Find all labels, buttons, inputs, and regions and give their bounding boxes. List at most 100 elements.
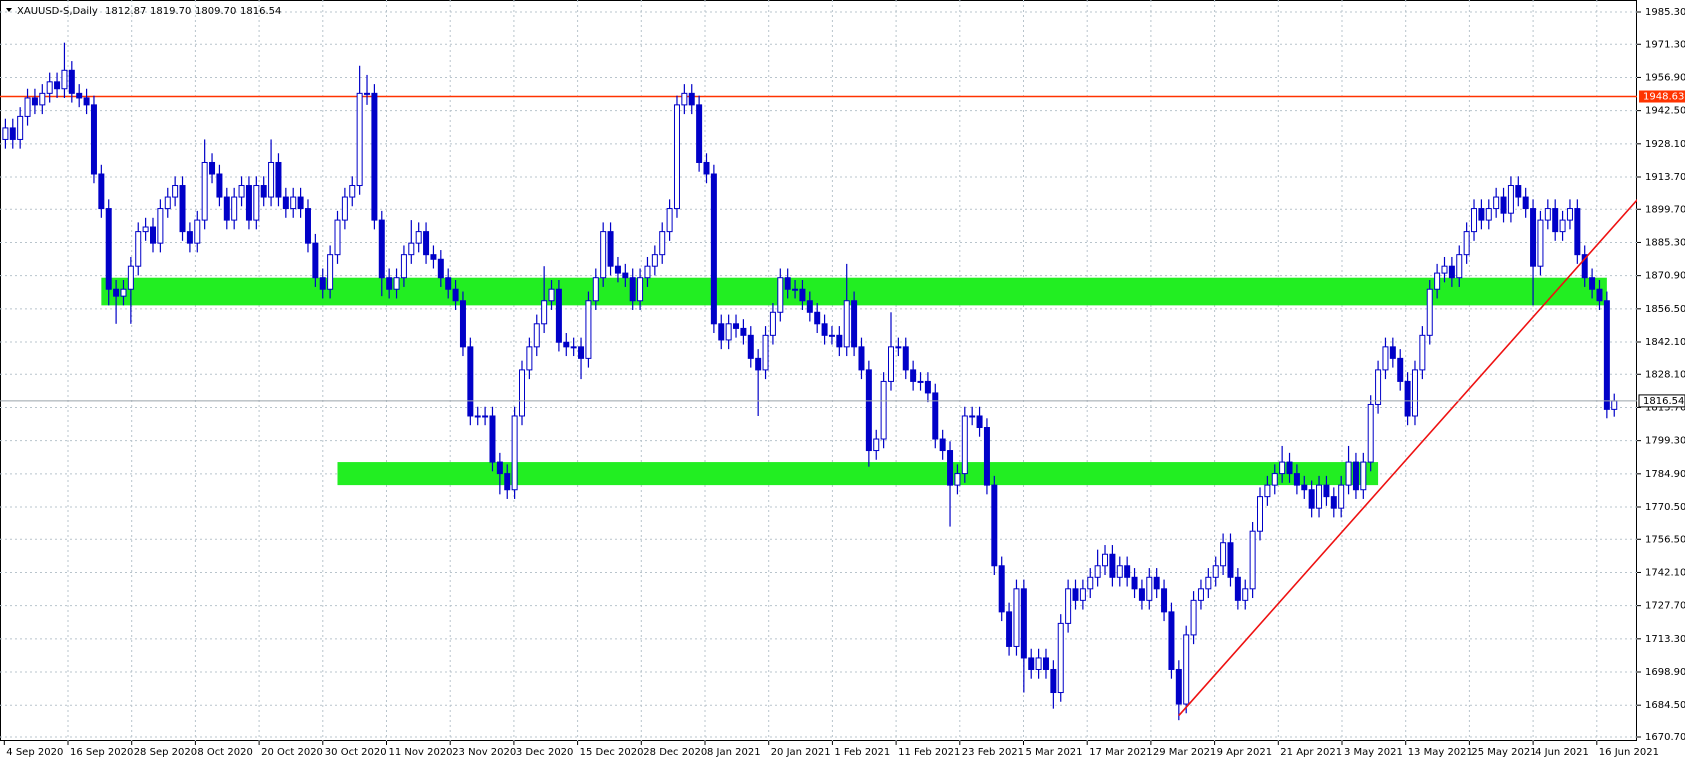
candle-body xyxy=(1242,588,1249,601)
candle-body xyxy=(98,173,105,210)
x-tick-label: 16 Jun 2021 xyxy=(1599,747,1659,758)
candle-body xyxy=(1286,461,1293,475)
candle-body xyxy=(1404,380,1411,417)
candle-body xyxy=(157,208,164,244)
candle-body xyxy=(747,334,754,359)
candle-body xyxy=(1264,484,1271,498)
y-tick-label: 1799.30 xyxy=(1645,436,1685,447)
candle-body xyxy=(703,161,710,175)
grid xyxy=(0,0,1637,741)
y-tick-label: 1956.90 xyxy=(1645,72,1685,83)
candle-body xyxy=(880,380,887,440)
candle-body xyxy=(533,323,540,348)
candle-body xyxy=(1338,484,1345,509)
candle-body xyxy=(31,97,38,106)
candle-body xyxy=(888,346,894,382)
y-tick-label: 1985.30 xyxy=(1645,7,1685,18)
candle-body xyxy=(865,369,872,452)
candle-body xyxy=(1227,542,1234,578)
candle-body xyxy=(1397,357,1404,382)
candle-body xyxy=(179,185,186,233)
candle-body xyxy=(1109,553,1116,578)
x-tick-label: 15 Dec 2020 xyxy=(580,747,644,758)
candle-body xyxy=(1581,254,1588,279)
candle-body xyxy=(1507,185,1514,214)
candle-body xyxy=(1493,196,1500,210)
candle-body xyxy=(578,346,585,359)
candle-body xyxy=(947,450,954,486)
candle-body xyxy=(688,92,695,106)
candle-body xyxy=(1596,288,1603,302)
candle-body xyxy=(135,231,142,267)
ohlc-low: 1809.70 xyxy=(195,6,236,17)
candle-body xyxy=(784,277,791,290)
candle-body xyxy=(673,104,680,210)
y-tick-label: 1813.70 xyxy=(1645,402,1685,413)
candle-body xyxy=(1102,553,1109,567)
candle-body xyxy=(1544,208,1551,221)
y-tick-label: 1828.10 xyxy=(1645,369,1685,380)
candle-body xyxy=(526,346,533,371)
candle-body xyxy=(334,219,341,256)
candle-body xyxy=(1161,588,1168,613)
candle-body xyxy=(356,92,363,187)
candle-body xyxy=(777,277,784,313)
candle-body xyxy=(991,484,998,567)
candle-body xyxy=(585,300,592,359)
candle-body xyxy=(260,185,267,198)
candle-body xyxy=(541,300,548,325)
candle-body xyxy=(386,277,393,290)
candle-body xyxy=(76,92,83,99)
candle-body xyxy=(924,380,931,394)
candle-body xyxy=(1020,588,1027,659)
candle-body xyxy=(1515,185,1522,198)
level-tag xyxy=(1639,90,1685,103)
candle-body xyxy=(364,92,371,95)
candle-body xyxy=(1131,576,1138,590)
candle-body xyxy=(828,334,835,337)
candle-body xyxy=(1168,611,1175,670)
y-tick-label: 1742.10 xyxy=(1645,567,1685,578)
candle-body xyxy=(1301,484,1308,491)
candle-body xyxy=(1360,461,1367,491)
candle-body xyxy=(1522,196,1529,210)
x-tick-label: 23 Nov 2020 xyxy=(452,747,516,758)
price-tag xyxy=(1638,394,1685,408)
candle-body xyxy=(1072,588,1079,601)
candle-body xyxy=(895,346,902,349)
candle-body xyxy=(1175,668,1182,705)
candle-body xyxy=(1220,542,1227,567)
plot-frame xyxy=(0,0,1637,741)
candle-body xyxy=(496,461,503,475)
candle-body xyxy=(378,219,385,279)
candle-body xyxy=(799,288,806,302)
candle-body xyxy=(1441,265,1448,274)
candle-body xyxy=(637,277,644,302)
candle-body xyxy=(9,127,16,140)
x-tick-label: 4 Jun 2021 xyxy=(1535,747,1589,758)
candle-body xyxy=(400,254,407,279)
candle-body xyxy=(1028,657,1035,670)
y-tick-label: 1885.30 xyxy=(1645,237,1685,248)
x-tick-label: 20 Oct 2020 xyxy=(261,747,323,758)
y-tick-label: 1713.30 xyxy=(1645,634,1685,645)
y-tick-label: 1770.50 xyxy=(1645,502,1685,513)
candle-body xyxy=(253,185,260,221)
y-tick-label: 1942.50 xyxy=(1645,106,1685,117)
candle-body xyxy=(1035,657,1042,670)
candle-body xyxy=(127,265,134,290)
candle-body xyxy=(1434,272,1441,290)
candle-body xyxy=(651,254,658,267)
x-tick-label: 28 Dec 2020 xyxy=(643,747,707,758)
x-tick-label: 3 May 2021 xyxy=(1344,747,1403,758)
x-tick-label: 29 Mar 2021 xyxy=(1153,747,1216,758)
candle-body xyxy=(1574,208,1581,256)
candle-body xyxy=(238,185,245,198)
candle-body xyxy=(474,415,481,418)
candle-body xyxy=(268,161,275,198)
axes: 1985.30 1971.30 1956.90 1942.50 1928.10 1913.… xyxy=(3,7,1685,758)
candle-body xyxy=(1138,588,1145,601)
candle-body xyxy=(349,185,356,198)
candle-body xyxy=(644,265,651,279)
candle-body xyxy=(1234,576,1241,601)
